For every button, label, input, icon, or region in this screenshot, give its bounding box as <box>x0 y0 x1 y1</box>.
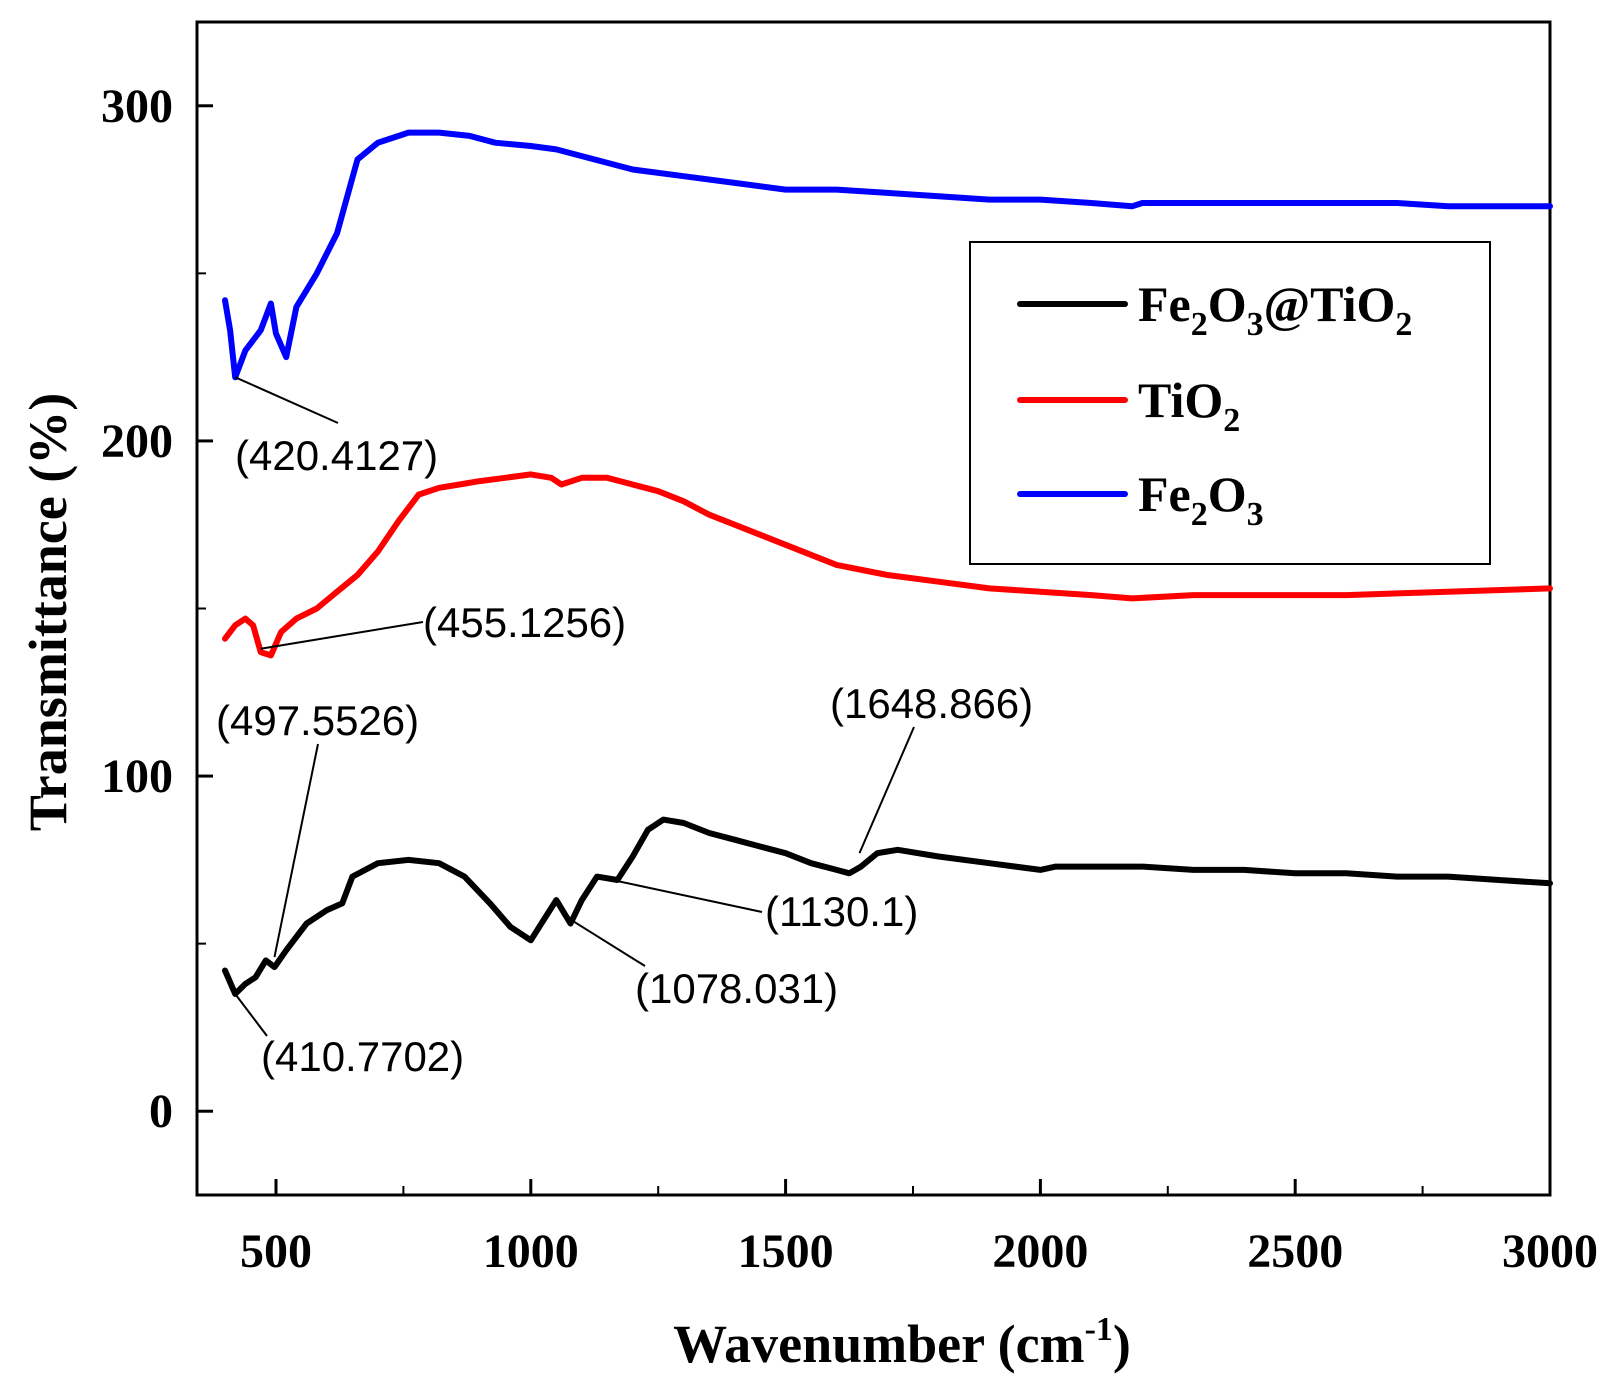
annotation-leader <box>234 376 339 424</box>
x-tick-label: 2000 <box>992 1225 1088 1278</box>
legend-subscript: 2 <box>1191 306 1208 343</box>
y-axis-ticks: 0 100 200 300 <box>101 80 213 1138</box>
annotation-label: (1078.031) <box>635 965 838 1012</box>
x-axis-title: Wavenumber (cm-1) <box>673 1311 1131 1374</box>
annotation-leader <box>571 919 646 967</box>
legend-subscript: 2 <box>1395 306 1412 343</box>
legend-subscript: 3 <box>1247 306 1264 343</box>
y-tick-label: 0 <box>149 1085 173 1138</box>
legend-subscript: 2 <box>1223 402 1240 439</box>
x-axis-title-main: Wavenumber (cm <box>673 1314 1084 1374</box>
annotation-label: (1648.866) <box>830 680 1033 727</box>
x-tick-label: 1500 <box>738 1225 834 1278</box>
legend-label-2: Fe2O3 <box>1138 466 1264 533</box>
annotation-leader <box>858 726 915 854</box>
annotation-leader <box>260 621 424 650</box>
legend-label-0: Fe2O3@TiO2 <box>1138 276 1412 343</box>
annotation-leader <box>273 743 319 958</box>
annotation-label: (497.5526) <box>216 697 419 744</box>
series-layer <box>222 129 1553 997</box>
x-axis-title-superscript: -1 <box>1085 1311 1113 1348</box>
annotation-leader <box>612 878 763 913</box>
series-line-0 <box>222 816 1553 997</box>
x-tick-label: 1000 <box>483 1225 579 1278</box>
legend-label-1: TiO2 <box>1138 372 1240 439</box>
annotation-label: (410.7702) <box>261 1033 464 1080</box>
legend-text-part: TiO <box>1138 372 1223 428</box>
x-tick-label: 2500 <box>1247 1225 1343 1278</box>
annotation-label: (1130.1) <box>765 888 918 935</box>
legend-text-part: Fe <box>1138 466 1191 522</box>
annotation-label: (420.4127) <box>235 432 438 479</box>
annotation-leader <box>229 986 268 1037</box>
x-axis-ticks: 500 1000 1500 2000 2500 3000 <box>240 1179 1598 1278</box>
x-tick-label: 500 <box>240 1225 312 1278</box>
series-line-1 <box>222 471 1553 659</box>
y-axis-title: Transmittance (%) <box>18 393 78 831</box>
annotation-label: (455.1256) <box>423 599 626 646</box>
legend-text-part: Fe <box>1138 276 1191 332</box>
legend-text-part: @TiO <box>1264 276 1396 332</box>
plot-frame <box>195 20 1552 1197</box>
series-line-2 <box>222 129 1553 381</box>
legend-text-part: O <box>1208 466 1247 522</box>
x-axis-title-close: ) <box>1113 1314 1131 1374</box>
legend-subscript: 3 <box>1247 496 1264 533</box>
annotation-layer: (420.4127) (455.1256) (497.5526) (1648.866)… <box>216 376 1033 1080</box>
y-tick-label: 300 <box>101 80 173 133</box>
y-tick-label: 100 <box>101 750 173 803</box>
legend-subscript: 2 <box>1191 496 1208 533</box>
y-tick-label: 200 <box>101 415 173 468</box>
legend-text-part: O <box>1208 276 1247 332</box>
x-tick-label: 3000 <box>1502 1225 1598 1278</box>
